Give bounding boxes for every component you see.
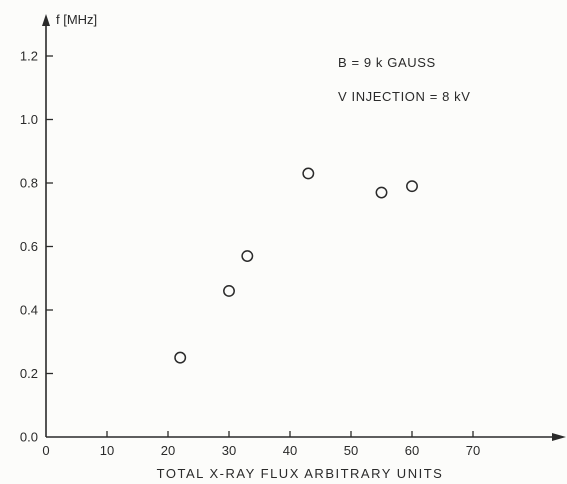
- y-tick-label: 1.0: [20, 112, 38, 127]
- ticks: 0 10 20 30 40 50 60 70 0.0 0.2 0.4 0.6 0.8 1.0 1.2: [20, 49, 480, 459]
- x-tick-label: 10: [100, 443, 114, 458]
- data-point: [375, 186, 388, 199]
- y-tick-label: 0.0: [20, 430, 38, 445]
- x-tick-label: 50: [344, 443, 358, 458]
- data-point: [406, 180, 418, 193]
- y-axis-arrow: [42, 14, 50, 26]
- y-tick-label: 0.2: [20, 366, 38, 381]
- y-tick-label: 0.8: [20, 176, 38, 191]
- data-point: [174, 351, 187, 364]
- data-point: [302, 167, 315, 180]
- x-tick-label: 70: [466, 443, 480, 458]
- y-tick-label: 0.6: [20, 239, 38, 254]
- x-tick-label: 20: [161, 443, 175, 458]
- y-tick-label: 1.2: [20, 49, 38, 64]
- axes: [42, 14, 566, 441]
- data-points: [174, 167, 418, 364]
- x-tick-label: 30: [222, 443, 236, 458]
- data-point: [223, 285, 235, 297]
- data-point: [241, 250, 254, 262]
- annotation-injection-voltage: V INJECTION = 8 kV: [338, 89, 471, 104]
- y-tick-label: 0.4: [20, 303, 38, 318]
- x-tick-label: 0: [42, 443, 49, 458]
- x-tick-label: 60: [405, 443, 419, 458]
- x-axis-arrow: [552, 433, 566, 441]
- x-tick-label: 40: [283, 443, 297, 458]
- y-axis-title: f [MHz]: [56, 12, 97, 27]
- x-axis-title: TOTAL X-RAY FLUX ARBITRARY UNITS: [157, 466, 444, 481]
- annotation-magnetic-field: B = 9 k GAUSS: [338, 55, 436, 70]
